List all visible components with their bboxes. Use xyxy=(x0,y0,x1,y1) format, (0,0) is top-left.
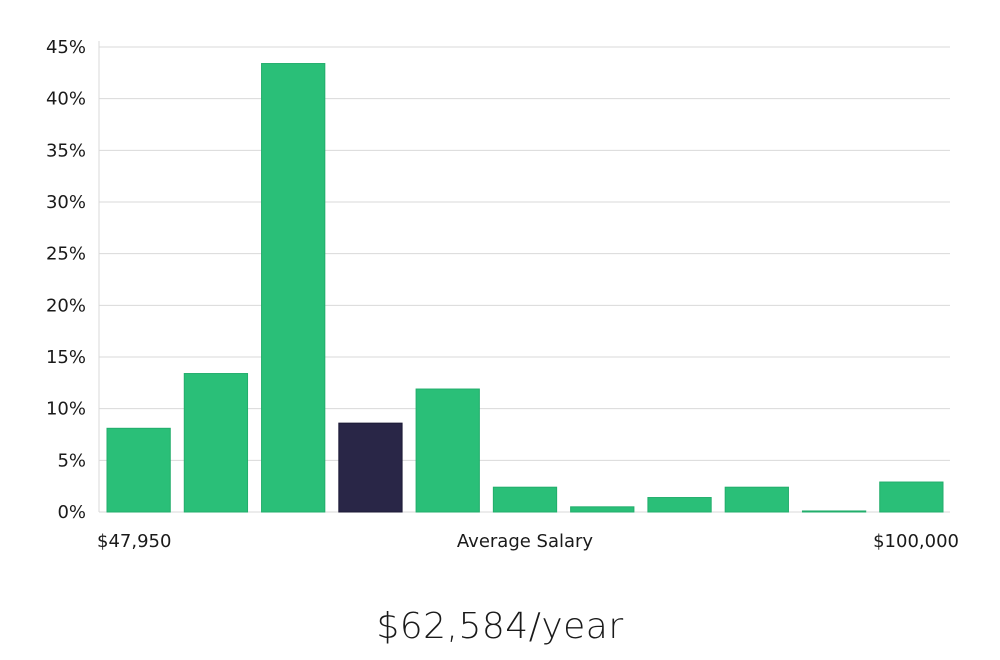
y-tick-label: 30% xyxy=(46,192,86,213)
y-tick-label: 10% xyxy=(46,399,86,420)
bar xyxy=(647,497,712,513)
y-axis: 0% 5% 10% 15% 20% 25% 30% 35% 40% 45% xyxy=(46,37,86,523)
y-tick-label: 0% xyxy=(57,502,86,523)
y-tick-label: 20% xyxy=(46,295,86,316)
bar xyxy=(724,486,789,513)
bar xyxy=(879,481,944,513)
bar xyxy=(492,486,558,513)
bar xyxy=(801,510,867,513)
bar xyxy=(415,388,480,513)
x-axis: $47,950 Average Salary $100,000 xyxy=(97,531,959,552)
bar xyxy=(261,63,326,513)
x-center-label: Average Salary xyxy=(457,531,594,552)
salary-histogram: 0% 5% 10% 15% 20% 25% 30% 35% 40% 45% $47,950 Ave… xyxy=(46,37,959,552)
y-tick-label: 5% xyxy=(57,450,86,471)
bars xyxy=(106,63,944,513)
y-tick-label: 35% xyxy=(46,140,86,161)
y-tick-label: 25% xyxy=(46,244,86,265)
y-tick-label: 45% xyxy=(46,37,86,58)
bar xyxy=(106,427,171,513)
x-max-label: $100,000 xyxy=(873,531,959,552)
y-tick-label: 40% xyxy=(46,89,86,110)
bar xyxy=(570,506,635,513)
average-salary-value: $62,584/year xyxy=(376,606,624,647)
bar-average-salary xyxy=(338,422,403,513)
y-tick-label: 15% xyxy=(46,347,86,368)
x-min-label: $47,950 xyxy=(97,531,171,552)
bar xyxy=(183,373,249,513)
